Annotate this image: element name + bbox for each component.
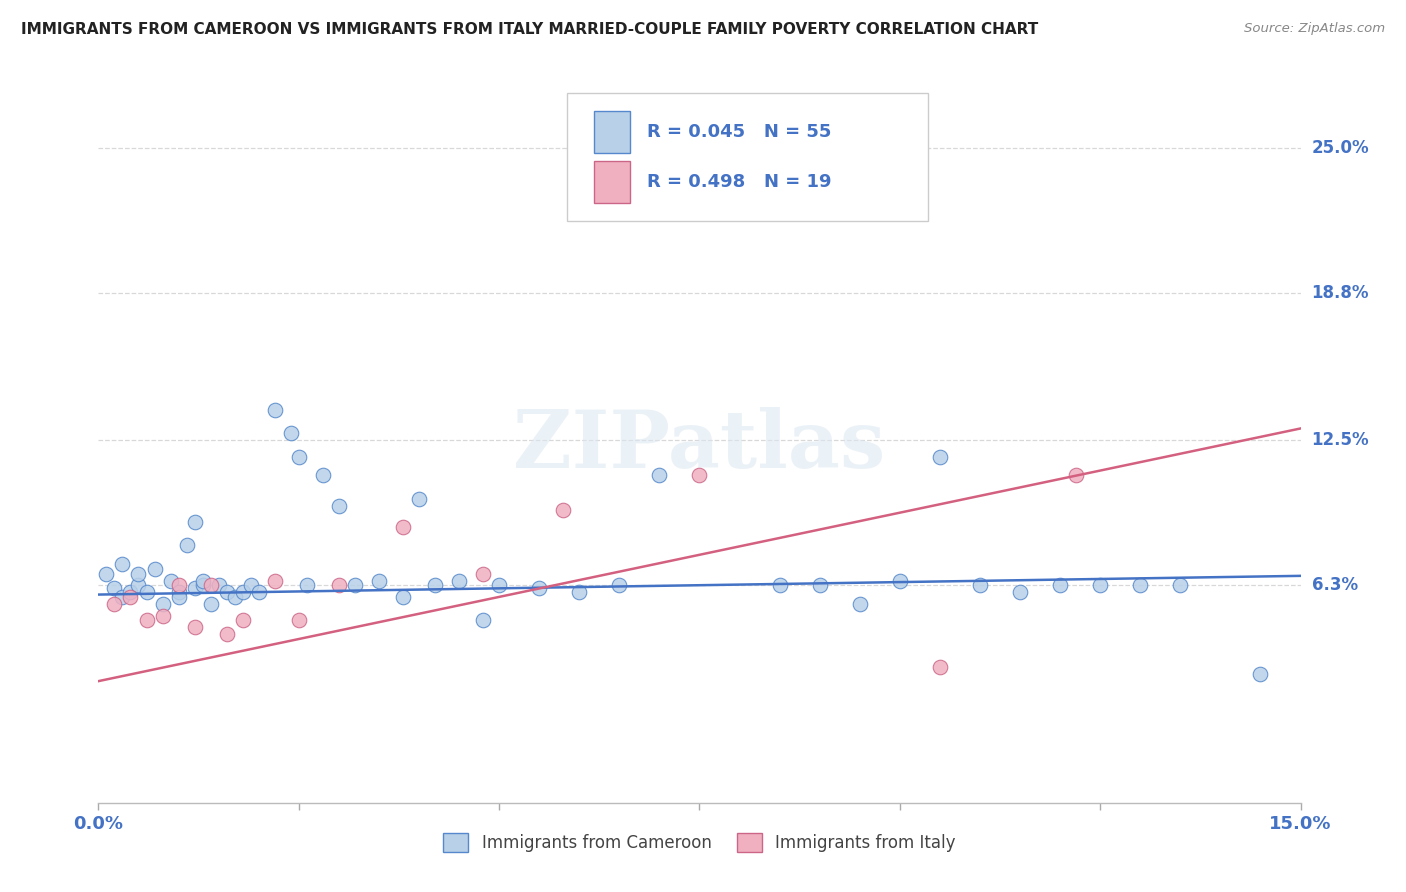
Point: [159, 574, 181, 588]
Point: [176, 538, 198, 552]
Point: [120, 590, 142, 604]
Point: [120, 585, 142, 599]
Point: [423, 578, 446, 592]
Point: [488, 578, 510, 592]
Point: [609, 578, 631, 592]
Point: [1088, 578, 1111, 592]
Point: [849, 597, 872, 611]
Point: [288, 613, 311, 627]
Point: [312, 468, 335, 483]
Point: [768, 578, 790, 592]
Text: R = 0.045   N = 55: R = 0.045 N = 55: [647, 123, 831, 141]
Point: [447, 574, 470, 588]
Point: [208, 578, 231, 592]
Point: [1250, 667, 1272, 681]
Text: 12.5%: 12.5%: [1312, 431, 1369, 450]
Point: [295, 578, 318, 592]
Point: [183, 515, 205, 529]
Point: [1064, 468, 1087, 483]
Point: [280, 426, 302, 441]
Point: [568, 585, 591, 599]
Point: [328, 578, 350, 592]
Point: [232, 613, 254, 627]
Point: [232, 585, 254, 599]
Point: [247, 585, 270, 599]
Point: [183, 620, 205, 634]
Point: [239, 578, 262, 592]
Point: [688, 468, 710, 483]
Point: [328, 499, 350, 513]
Point: [392, 590, 415, 604]
FancyBboxPatch shape: [567, 93, 928, 221]
Point: [1010, 585, 1032, 599]
Point: [128, 578, 150, 592]
Point: [408, 491, 430, 506]
Point: [392, 519, 415, 533]
Point: [128, 566, 150, 581]
Text: 6.3%: 6.3%: [1312, 576, 1358, 594]
Point: [143, 562, 166, 576]
Text: R = 0.498   N = 19: R = 0.498 N = 19: [647, 173, 831, 191]
Point: [472, 613, 495, 627]
Point: [288, 450, 311, 464]
Point: [167, 590, 190, 604]
FancyBboxPatch shape: [593, 161, 630, 203]
Point: [103, 597, 125, 611]
Point: [215, 627, 238, 641]
Point: [929, 450, 952, 464]
Text: 18.8%: 18.8%: [1312, 284, 1369, 301]
Point: [135, 585, 157, 599]
Point: [472, 566, 495, 581]
Point: [368, 574, 391, 588]
Point: [103, 581, 125, 595]
Point: [1170, 578, 1192, 592]
Point: [808, 578, 831, 592]
Point: [1129, 578, 1152, 592]
Point: [263, 402, 285, 417]
Point: [929, 660, 952, 674]
Text: 25.0%: 25.0%: [1312, 138, 1369, 157]
Point: [263, 574, 285, 588]
Point: [529, 581, 551, 595]
Point: [969, 578, 991, 592]
Point: [191, 574, 214, 588]
Point: [592, 183, 614, 197]
Point: [224, 590, 246, 604]
Point: [648, 468, 671, 483]
Point: [191, 578, 214, 592]
Point: [167, 585, 190, 599]
Point: [215, 585, 238, 599]
Point: [167, 578, 190, 592]
Point: [135, 613, 157, 627]
Point: [553, 503, 575, 517]
Text: Source: ZipAtlas.com: Source: ZipAtlas.com: [1244, 22, 1385, 36]
Point: [152, 597, 174, 611]
Text: ZIPatlas: ZIPatlas: [513, 407, 886, 485]
FancyBboxPatch shape: [593, 111, 630, 153]
Legend: Immigrants from Cameroon, Immigrants from Italy: Immigrants from Cameroon, Immigrants fro…: [437, 827, 962, 859]
Point: [200, 578, 222, 592]
Point: [96, 566, 118, 581]
Point: [183, 581, 205, 595]
Point: [889, 574, 911, 588]
Point: [200, 597, 222, 611]
Point: [111, 590, 134, 604]
Point: [1049, 578, 1071, 592]
Point: [111, 557, 134, 571]
Point: [152, 608, 174, 623]
Text: IMMIGRANTS FROM CAMEROON VS IMMIGRANTS FROM ITALY MARRIED-COUPLE FAMILY POVERTY : IMMIGRANTS FROM CAMEROON VS IMMIGRANTS F…: [21, 22, 1039, 37]
Point: [343, 578, 366, 592]
